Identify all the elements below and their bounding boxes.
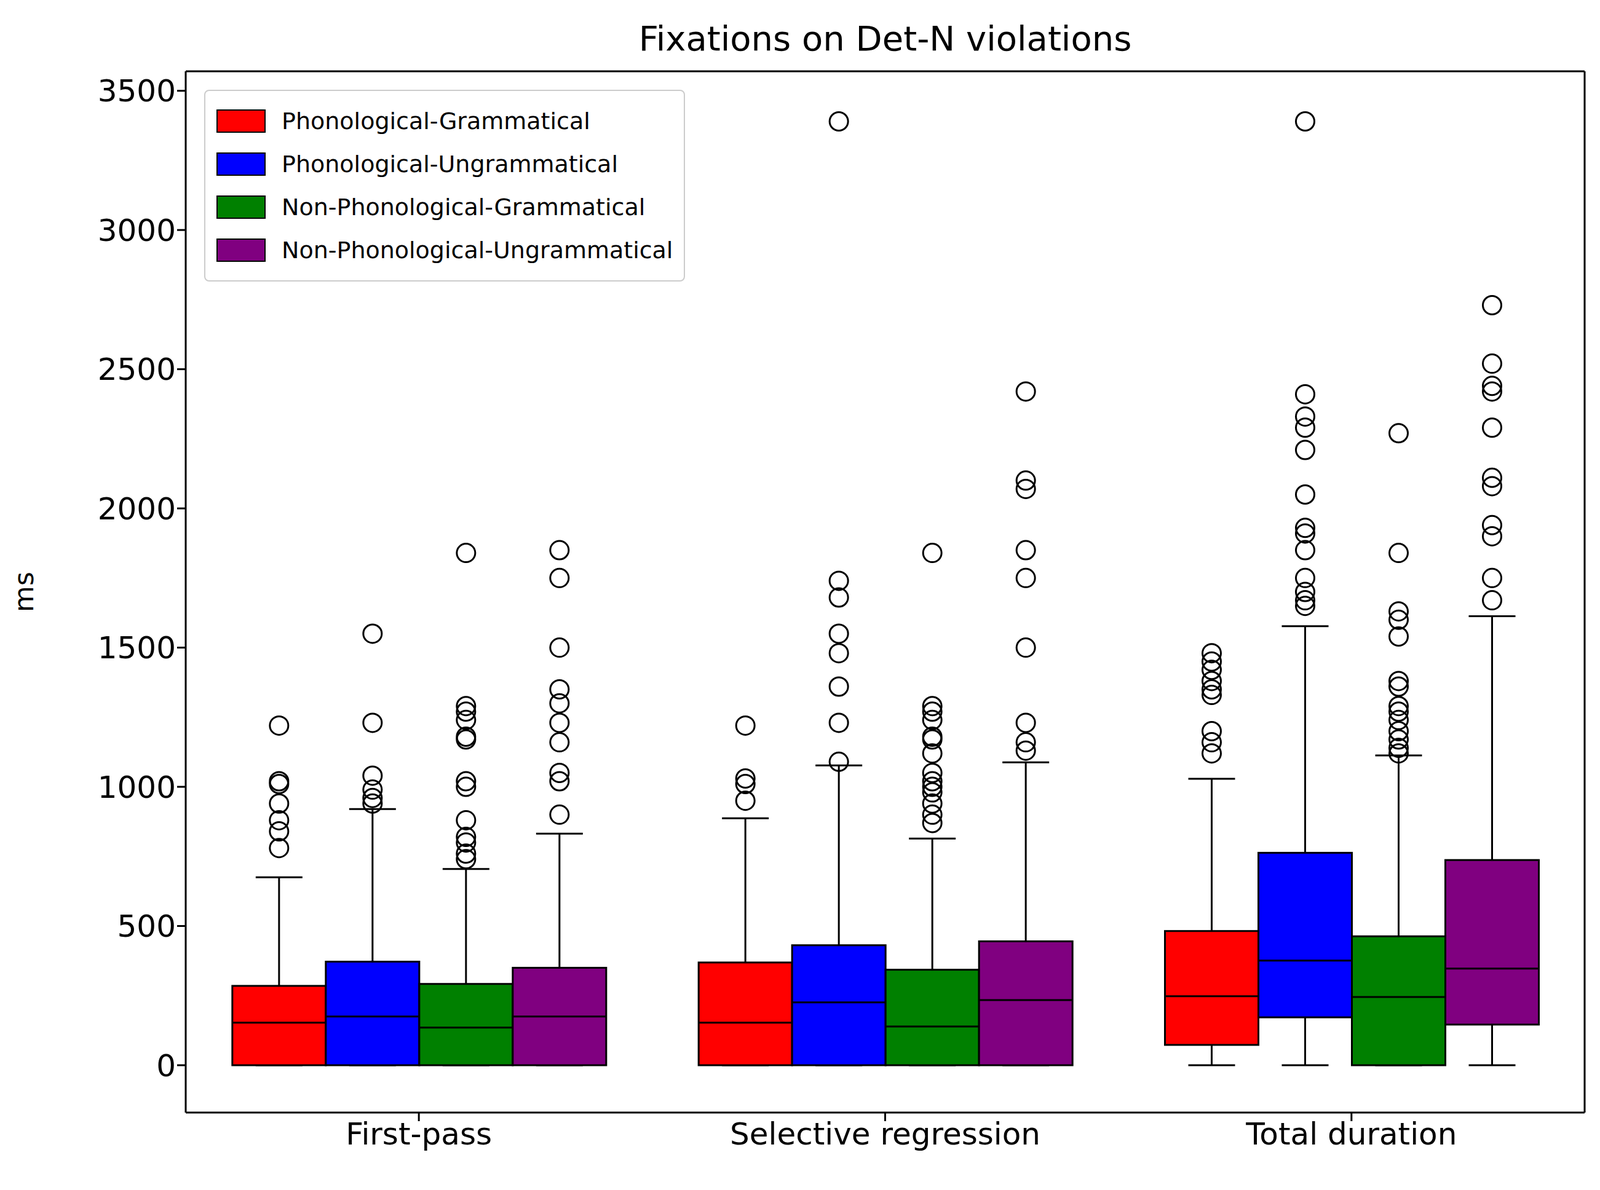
- svg-text:3000: 3000: [97, 212, 176, 249]
- svg-text:ms: ms: [7, 571, 40, 613]
- svg-text:2500: 2500: [97, 351, 176, 388]
- svg-text:3500: 3500: [97, 73, 176, 109]
- html-text:Non-Phonological-Ungrammatical: Non-Phonological-Ungrammatical: [281, 236, 673, 264]
- svg-text:Selective regression: Selective regression: [729, 1116, 1041, 1153]
- svg-text:1500: 1500: [97, 630, 176, 666]
- html-text:Fixations on Det-N violations: Fixations on Det-N violations: [638, 18, 1132, 59]
- svg-text:Total duration: Total duration: [1245, 1116, 1457, 1153]
- svg-text:2000: 2000: [97, 491, 176, 527]
- svg-text:1000: 1000: [97, 769, 176, 806]
- html-text:Phonological-Grammatical: Phonological-Grammatical: [281, 107, 591, 135]
- html-text:Non-Phonological-Grammatical: Non-Phonological-Grammatical: [281, 193, 646, 221]
- svg-text:First-pass: First-pass: [345, 1116, 492, 1153]
- svg-text:500: 500: [117, 908, 176, 945]
- svg-text:0: 0: [156, 1048, 176, 1085]
- html-text:Phonological-Ungrammatical: Phonological-Ungrammatical: [281, 150, 618, 178]
